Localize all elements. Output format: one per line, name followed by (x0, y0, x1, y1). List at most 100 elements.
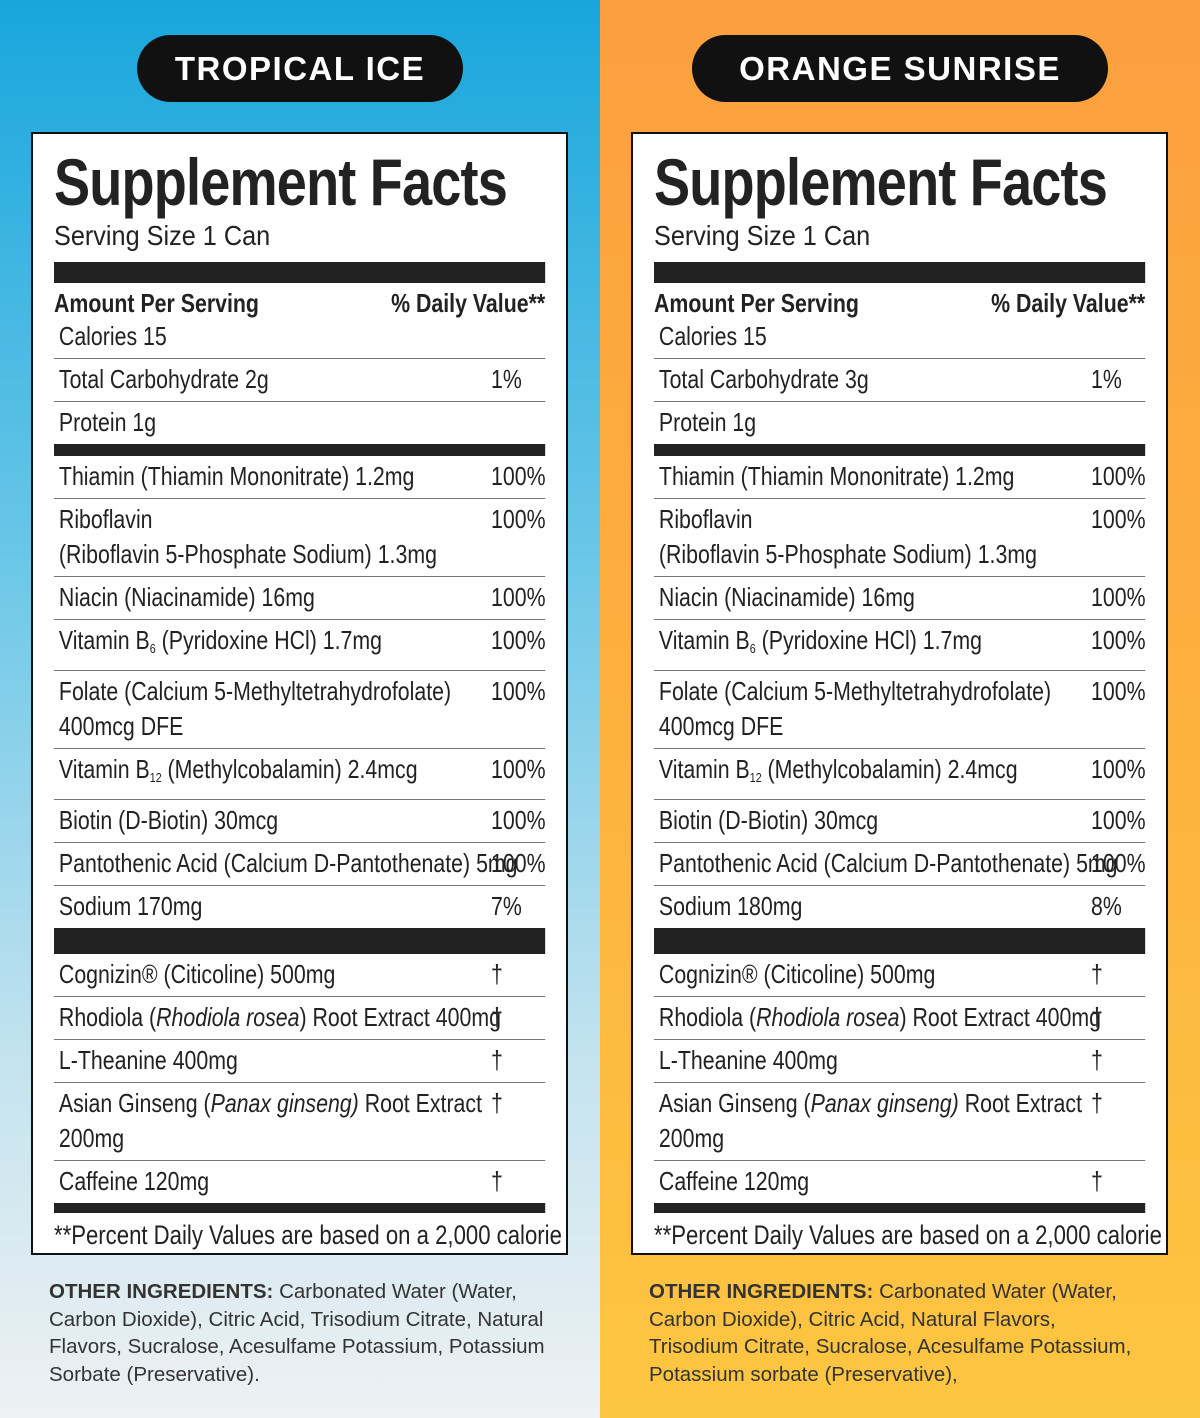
nutrient-name: Sodium 170mg (58, 891, 203, 921)
daily-value: 7% (491, 891, 522, 921)
nutrient-row: Rhodiola (Rhodiola rosea) Root Extract 4… (54, 997, 546, 1040)
daily-value: 100% (1091, 848, 1146, 878)
nutrient-row: Biotin (D-Biotin) 30mcg 100% (654, 800, 1146, 843)
nutrient-row: Riboflavin (Riboflavin 5-Phosphate Sodiu… (654, 499, 1146, 577)
italic-name: Rhodiola rosea (756, 1002, 900, 1032)
nutrient-name: Caffeine 120mg (658, 1166, 810, 1196)
serving-size: Serving Size 1 Can (654, 220, 871, 251)
nutrient-name: Protein 1g (658, 407, 757, 437)
italic-name: Panax ginseng) (210, 1088, 359, 1118)
name-part: (Pyridoxine HCl) 1.7mg (155, 625, 383, 655)
flavor-label: TROPICAL ICE (137, 35, 463, 102)
nutrient-row: Thiamin (Thiamin Mononitrate) 1.2mg 100% (54, 456, 546, 499)
daily-value: † (1091, 1166, 1103, 1196)
name-part: Asian Ginseng ( (58, 1088, 211, 1118)
divider-bar (654, 928, 1146, 954)
daily-value: 100% (1091, 461, 1146, 491)
nutrient-row: Cognizin® (Citicoline) 500mg † (54, 954, 546, 997)
nutrient-row: Asian Ginseng (Panax ginseng) Root Extra… (54, 1083, 546, 1161)
nutrient-row: Total Carbohydrate 3g 1% (654, 359, 1146, 402)
daily-value: 100% (491, 805, 546, 835)
nutrient-name: L-Theanine 400mg (658, 1045, 838, 1075)
daily-value: 100% (1091, 754, 1146, 784)
daily-value: † (1091, 959, 1103, 989)
name-part: Root Extract 200mg (58, 1088, 483, 1153)
supplement-facts: Supplement Facts Serving Size 1 Can Amount… (31, 132, 568, 1255)
daily-value: † (1091, 1002, 1103, 1032)
daily-value: 100% (491, 848, 546, 878)
other-ingredients: OTHER INGREDIENTS: Carbonated Water (Wat… (649, 1278, 1149, 1388)
daily-value: 100% (491, 504, 546, 534)
calories-row: Calories 15 (54, 319, 546, 359)
nutrient-row: Vitamin B12 (Methylcobalamin) 2.4mcg 100% (654, 749, 1146, 800)
facts-title: Supplement Facts (654, 145, 1108, 219)
footnote: **Percent Daily Values are based on a 2,… (654, 1220, 1168, 1250)
daily-value: † (1091, 1088, 1103, 1118)
daily-value: † (491, 1002, 503, 1032)
divider-bar (54, 444, 546, 456)
other-ingredients: OTHER INGREDIENTS: Carbonated Water (Wat… (49, 1278, 549, 1388)
flavor-panel: ORANGE SUNRISE Supplement Facts Serving Si… (600, 0, 1200, 1418)
nutrient-name: Riboflavin (Riboflavin 5-Phosphate Sodiu… (58, 504, 437, 569)
nutrient-name: Thiamin (Thiamin Mononitrate) 1.2mg (58, 461, 415, 491)
calories-row: Calories 15 (654, 319, 1146, 359)
footnote: † Daily Value not established. (654, 1252, 1145, 1253)
italic-name: Panax ginseng) (810, 1088, 959, 1118)
flavor-panel: TROPICAL ICE Supplement Facts Serving Size… (0, 0, 600, 1418)
daily-value: † (491, 959, 503, 989)
daily-value: 100% (491, 754, 546, 784)
daily-value: † (1091, 1045, 1103, 1075)
name-part: Rhodiola ( (58, 1002, 157, 1032)
nutrient-name: Folate (Calcium 5-Methyltetrahydrofolate… (58, 676, 452, 741)
name-part: Vitamin B (658, 625, 750, 655)
nutrient-row: Biotin (D-Biotin) 30mcg 100% (54, 800, 546, 843)
nutrient-name: Pantothenic Acid (Calcium D-Pantothenate… (658, 848, 1118, 878)
nutrient-name: Caffeine 120mg (58, 1166, 210, 1196)
nutrient-name: Niacin (Niacinamide) 16mg (658, 582, 915, 612)
calories: Calories 15 (658, 321, 767, 351)
daily-value: 100% (491, 676, 546, 706)
nutrient-name: Cognizin® (Citicoline) 500mg (658, 959, 936, 989)
nutrient-row: Vitamin B6 (Pyridoxine HCl) 1.7mg 100% (54, 620, 546, 671)
divider-bar (54, 1203, 546, 1213)
nutrient-row: Folate (Calcium 5-Methyltetrahydrofolate… (654, 671, 1146, 749)
header-row: Amount Per Serving % Daily Value** (54, 283, 545, 319)
amount-per-serving: Amount Per Serving (654, 288, 859, 318)
nutrient-row: Vitamin B12 (Methylcobalamin) 2.4mcg 100% (54, 749, 546, 800)
daily-value: 100% (1091, 805, 1146, 835)
daily-value: 100% (1091, 676, 1146, 706)
daily-value: 100% (491, 625, 546, 655)
nutrient-name: Protein 1g (58, 407, 157, 437)
nutrient-row: Niacin (Niacinamide) 16mg 100% (54, 577, 546, 620)
footnote: **Percent Daily Values are based on a 2,… (54, 1220, 568, 1250)
nutrient-row: Total Carbohydrate 2g 1% (54, 359, 546, 402)
header-row: Amount Per Serving % Daily Value** (654, 283, 1145, 319)
calories: Calories 15 (58, 321, 167, 351)
facts-content: Supplement Facts Serving Size 1 Can Amount… (54, 144, 568, 1253)
subscript: 12 (149, 770, 162, 785)
nutrient-name: Cognizin® (Citicoline) 500mg (58, 959, 336, 989)
nutrient-row: Cognizin® (Citicoline) 500mg † (654, 954, 1146, 997)
divider-bar (654, 1203, 1146, 1213)
divider-bar (654, 444, 1146, 456)
divider-bar (54, 262, 546, 283)
nutrient-row: Caffeine 120mg † (54, 1161, 545, 1203)
name-part: (Methylcobalamin) 2.4mcg (761, 754, 1018, 784)
daily-value: 8% (1091, 891, 1122, 921)
nutrient-row: Caffeine 120mg † (654, 1161, 1145, 1203)
flavor-label: ORANGE SUNRISE (692, 35, 1108, 102)
nutrient-name: L-Theanine 400mg (58, 1045, 238, 1075)
nutrient-name: Pantothenic Acid (Calcium D-Pantothenate… (58, 848, 518, 878)
subscript: 6 (749, 641, 756, 656)
nutrient-row: L-Theanine 400mg † (54, 1040, 546, 1083)
nutrient-name: Vitamin B6 (Pyridoxine HCl) 1.7mg (59, 625, 383, 656)
daily-value-header: % Daily Value** (991, 288, 1146, 318)
nutrient-name: Total Carbohydrate 3g (658, 364, 869, 394)
daily-value: 100% (491, 582, 546, 612)
daily-value: † (491, 1045, 503, 1075)
subscript: 6 (149, 641, 156, 656)
nutrient-row: Asian Ginseng (Panax ginseng) Root Extra… (654, 1083, 1146, 1161)
nutrient-row: L-Theanine 400mg † (654, 1040, 1146, 1083)
nutrient-row: Riboflavin (Riboflavin 5-Phosphate Sodiu… (54, 499, 546, 577)
